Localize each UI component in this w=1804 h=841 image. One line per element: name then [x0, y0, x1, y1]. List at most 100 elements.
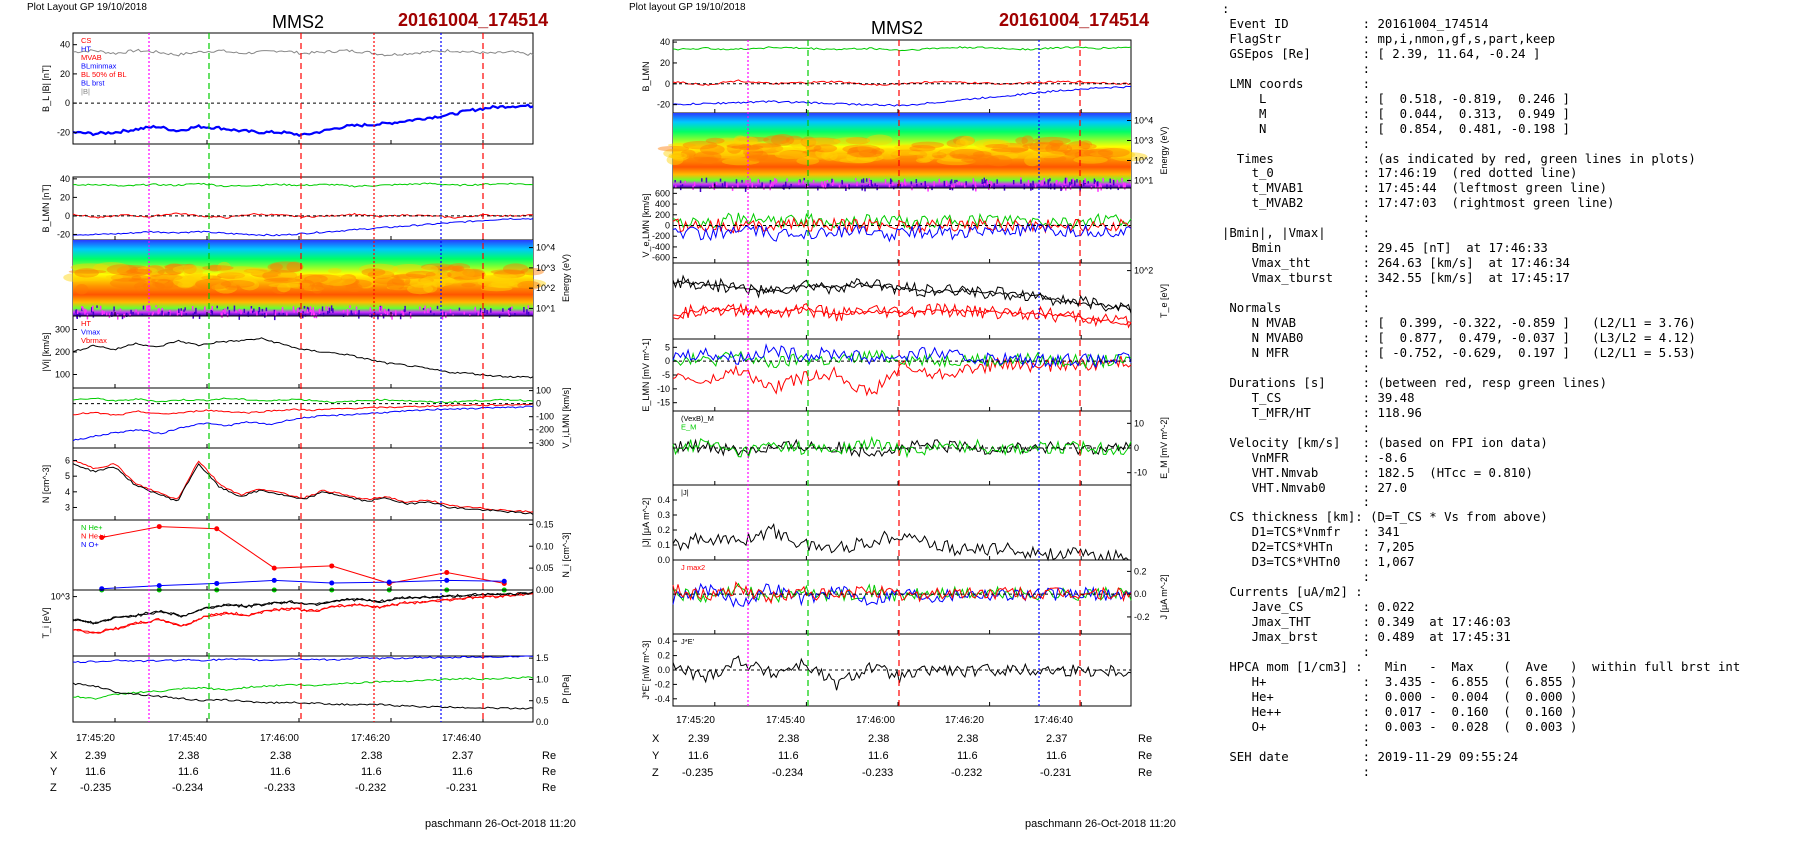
heatmap-speckle: [924, 181, 926, 187]
heatmap-blob: [414, 284, 445, 293]
heatmap-blob: [418, 277, 434, 284]
heatmap-blob: [177, 281, 194, 289]
heatmap-blob: [936, 157, 976, 166]
left-coord-value: 11.6: [361, 766, 382, 778]
heatmap-speckle: [319, 314, 322, 317]
heatmap-speckle: [452, 314, 454, 317]
heatmap-blob: [726, 143, 742, 154]
heatmap-speckle: [121, 314, 124, 320]
series-line-vn: [672, 222, 1132, 243]
heatmap-blob: [459, 274, 483, 279]
heatmap-speckle: [312, 311, 315, 317]
heatmap-speckle: [1094, 182, 1097, 189]
info-line: VHT.Nmvab : 182.5 (HTcc = 0.810): [1222, 465, 1533, 480]
heatmap-blob: [1078, 154, 1112, 162]
y-axis-label: |J| [μA m^-2]: [641, 498, 651, 548]
info-line: O+ : 0.003 - 0.028 ( 0.003 ): [1222, 719, 1578, 734]
heatmap-blob: [936, 149, 956, 159]
heatmap-speckle: [726, 182, 728, 188]
event-info-panel: : Event ID : 20161004_174514 FlagStr : m…: [1222, 2, 1740, 780]
mid-time-tick-3: 17:46:00: [856, 715, 895, 726]
heatmap-blob: [896, 145, 920, 151]
heatmap-speckle: [298, 307, 301, 310]
heatmap-speckle: [1055, 180, 1058, 185]
heatmap-speckle: [176, 310, 179, 317]
y-axis-label: T_i [eV]: [41, 607, 51, 638]
heatmap-speckle: [862, 178, 865, 183]
heatmap-speckle: [1043, 178, 1045, 184]
heatmap-blob: [972, 151, 992, 158]
series-line-j-e-: [672, 655, 1132, 691]
heatmap-blob: [345, 283, 363, 293]
y-tick-label: 0.4: [657, 495, 670, 505]
heatmap-blob: [142, 281, 165, 292]
heatmap-blob: [277, 272, 302, 278]
legend-entry: CS: [81, 36, 91, 45]
heatmap-speckle: [699, 186, 702, 193]
heatmap-speckle: [441, 314, 444, 320]
heatmap-blob: [63, 273, 86, 282]
y-tick-label: 10^4: [536, 243, 555, 253]
heatmap-speckle: [216, 305, 218, 309]
heatmap-speckle: [822, 184, 825, 189]
heatmap-speckle: [463, 311, 465, 315]
heatmap-speckle: [313, 312, 316, 319]
heatmap-blob: [745, 154, 783, 162]
series-line-vl: [672, 212, 1132, 230]
heatmap-speckle: [938, 178, 941, 184]
series-line-ne: [72, 460, 534, 513]
heatmap-blob: [361, 268, 386, 277]
heatmap-blob: [1049, 139, 1064, 147]
heatmap-blob: [432, 278, 446, 288]
chart-panel-left-9: [72, 655, 534, 723]
heatmap-blob: [693, 151, 722, 163]
y-tick-label: -100: [536, 412, 554, 422]
info-line: T_CS : 39.48: [1222, 390, 1415, 405]
data-point: [501, 578, 507, 584]
heatmap-blob: [367, 270, 395, 279]
chart-panel-mid-2: [657, 112, 1148, 193]
chart-panel-mid-5: [672, 338, 1132, 412]
heatmap-blob: [726, 143, 752, 149]
heatmap-speckle: [1118, 184, 1120, 189]
heatmap-speckle: [1032, 180, 1034, 186]
heatmap-speckle: [302, 311, 304, 314]
heatmap-blob: [713, 152, 746, 159]
heatmap-speckle: [983, 180, 985, 185]
series-line-bn: [672, 79, 1132, 86]
panel-frame: [72, 655, 534, 723]
heatmap-speckle: [151, 313, 154, 317]
legend-entry: N He+: [81, 523, 103, 532]
y-tick-label: 0: [665, 356, 670, 366]
panel-frame: [72, 176, 534, 241]
heatmap-blob: [173, 275, 196, 288]
y-tick-label: 0.2: [657, 651, 670, 661]
heatmap-speckle: [195, 307, 197, 314]
info-line: t_0 : 17:46:19 (red dotted line): [1222, 166, 1578, 181]
heatmap-blob: [909, 144, 936, 152]
heatmap-blob: [846, 149, 883, 158]
chart-panel-left-1: [72, 32, 534, 145]
series-line-bl: [672, 85, 1131, 107]
heatmap-speckle: [408, 311, 411, 317]
heatmap-blob: [950, 154, 969, 159]
series-line--j-: [672, 522, 1131, 562]
heatmap-blob: [842, 144, 881, 154]
legend-entry: BLminmax: [81, 62, 117, 71]
y-axis-label: V_i,LMN [km/s]: [561, 387, 571, 448]
heatmap-speckle: [155, 305, 157, 308]
heatmap-speckle: [841, 179, 843, 184]
heatmap-blob: [225, 285, 239, 290]
heatmap-speckle: [981, 179, 984, 184]
heatmap-speckle: [321, 306, 324, 312]
heatmap-speckle: [984, 179, 987, 184]
heatmap-speckle: [1109, 178, 1111, 184]
heatmap-speckle: [481, 310, 483, 316]
y-axis-label: |Vi| [km/s]: [41, 332, 51, 371]
heatmap-speckle: [250, 305, 253, 309]
heatmap-blob: [985, 155, 1013, 167]
series-line-t: [672, 280, 1132, 311]
heatmap-speckle: [890, 179, 893, 183]
heatmap-blob: [178, 275, 197, 288]
heatmap-speckle: [79, 313, 81, 318]
